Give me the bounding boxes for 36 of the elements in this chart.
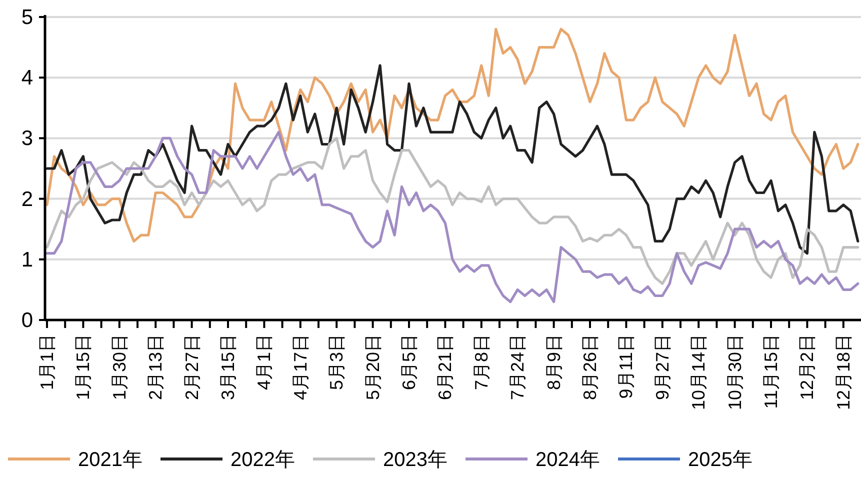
x-tick-label: 11月15日 <box>761 334 781 409</box>
y-tick-label: 2 <box>21 188 33 211</box>
y-tick-label: 5 <box>21 6 33 29</box>
x-tick-label: 4月17日 <box>290 334 310 400</box>
legend-label: 2021年 <box>78 449 142 471</box>
x-tick-label: 6月5日 <box>399 334 419 390</box>
x-tick-label: 1月30日 <box>109 334 130 400</box>
y-tick-label: 4 <box>21 66 34 90</box>
x-tick-label: 1月15日 <box>73 334 94 400</box>
legend-label: 2022年 <box>230 449 295 471</box>
y-tick-label: 1 <box>21 248 33 272</box>
x-tick-label: 10月14日 <box>688 334 709 410</box>
line-series <box>46 28 860 243</box>
legend-label: 2023年 <box>383 449 448 471</box>
x-tick-label: 7月24日 <box>508 334 528 400</box>
x-tick-label: 2月27日 <box>182 334 202 400</box>
x-tick-label: 5月3日 <box>326 334 347 390</box>
x-tick-label: 5月20日 <box>362 334 383 400</box>
x-tick-label: 8月26日 <box>580 334 600 400</box>
y-tick-label: 3 <box>21 127 33 150</box>
x-tick-label: 2月13日 <box>146 334 166 400</box>
x-tick-label: 4月1日 <box>254 334 274 390</box>
line-series <box>46 64 860 255</box>
x-tick-label: 12月2日 <box>797 334 818 400</box>
x-tick-label: 3月15日 <box>218 334 238 400</box>
legend-label: 2024年 <box>536 449 600 471</box>
x-tick-label: 6月21日 <box>435 334 456 400</box>
x-tick-label: 7月8日 <box>471 334 492 390</box>
x-tick-label: 1月1日 <box>37 334 57 390</box>
y-tick-label: 0 <box>21 309 33 332</box>
x-tick-label: 10月30日 <box>724 334 745 410</box>
legend-label: 2025年 <box>688 449 752 471</box>
x-tick-label: 8月9日 <box>544 334 564 390</box>
x-tick-label: 12月18日 <box>833 334 854 410</box>
x-tick-label: 9月11日 <box>616 334 636 399</box>
x-tick-label: 9月27日 <box>652 334 672 400</box>
